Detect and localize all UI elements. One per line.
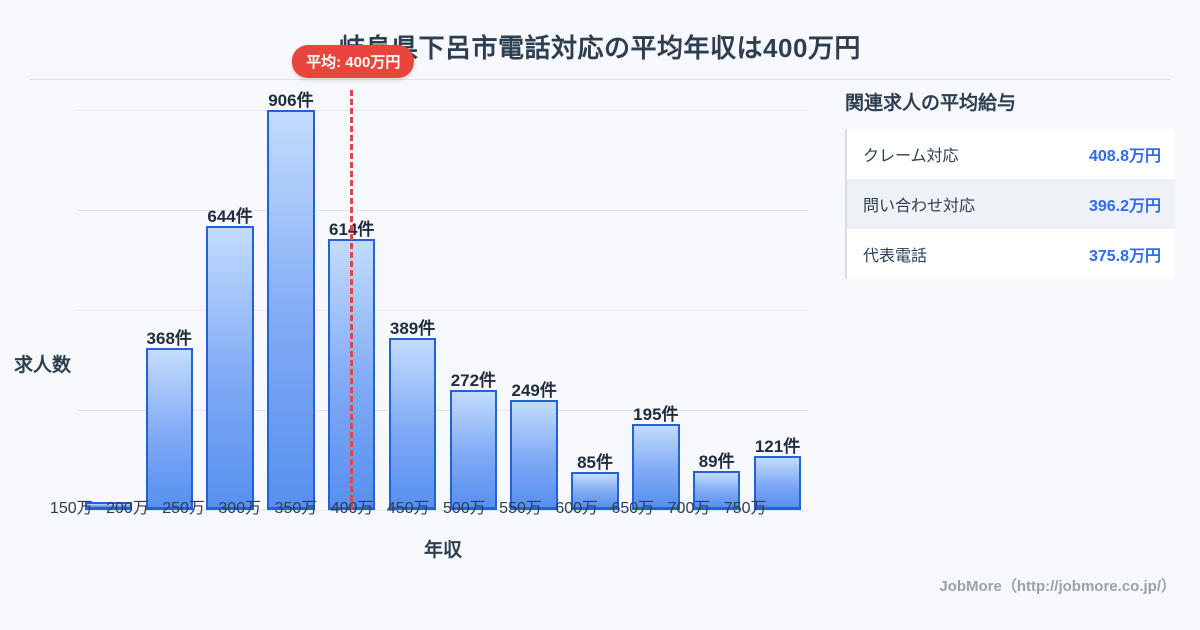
x-tick-7: 500万: [443, 494, 499, 518]
x-tick-10: 650万: [611, 494, 667, 518]
plot-area: 368件 644件 906件: [78, 110, 808, 510]
x-tick-12: 750万: [724, 494, 780, 518]
salary-label-0: クレーム対応: [863, 142, 959, 166]
bar-slot-7: 249件: [504, 110, 565, 510]
salary-row-2: 代表電話 375.8万円: [847, 229, 1175, 279]
bar-450[interactable]: 272件: [450, 390, 497, 510]
bar-value-400: 389件: [390, 314, 435, 339]
x-tick-5: 400万: [331, 494, 387, 518]
salary-panel-title: 関連求人の平均給与: [845, 88, 1175, 115]
bar-value-550: 85件: [577, 448, 613, 473]
average-badge: 平均: 400万円: [292, 45, 414, 78]
salary-label-2: 代表電話: [863, 242, 927, 266]
x-tick-0: 150万: [50, 494, 106, 518]
x-tick-9: 600万: [555, 494, 611, 518]
average-line: 平均: 400万円: [350, 90, 353, 510]
bar-value-450: 272件: [451, 366, 496, 391]
bar-200[interactable]: 368件: [146, 348, 193, 510]
bar-slot-9: 195件: [625, 110, 686, 510]
bar-slot-3: 906件: [260, 110, 321, 510]
x-tick-6: 450万: [387, 494, 443, 518]
chart-page: 岐阜県下呂市電話対応の平均年収は400万円 求人数: [0, 0, 1200, 630]
bar-slot-1: 368件: [139, 110, 200, 510]
salary-panel: 関連求人の平均給与 クレーム対応 408.8万円 問い合わせ対応 396.2万円…: [845, 88, 1175, 279]
bar-slot-10: 89件: [686, 110, 747, 510]
bar-slot-0: [78, 110, 139, 510]
branding-text[interactable]: JobMore（http://jobmore.co.jp/）: [939, 575, 1176, 596]
bar-250[interactable]: 644件: [206, 226, 253, 510]
salary-label-1: 問い合わせ対応: [863, 192, 975, 216]
bar-slot-8: 85件: [565, 110, 626, 510]
chart-content: 求人数 368件: [0, 80, 1200, 610]
bar-slot-2: 644件: [200, 110, 261, 510]
chart-title: 岐阜県下呂市電話対応の平均年収は400万円: [0, 0, 1200, 79]
bar-value-500: 249件: [512, 376, 557, 401]
bar-value-700: 121件: [755, 432, 800, 457]
bar-slot-4: 614件 平均: 400万円: [321, 110, 382, 510]
salary-value-1: 396.2万円: [1089, 192, 1175, 216]
bar-slot-6: 272件: [443, 110, 504, 510]
salary-row-1: 問い合わせ対応 396.2万円: [847, 179, 1175, 229]
bar-value-250: 644件: [207, 202, 252, 227]
salary-value-0: 408.8万円: [1089, 142, 1175, 166]
x-axis-ticks: 150万 200万 250万 300万 350万 400万 450万 500万 …: [78, 494, 808, 518]
x-tick-4: 350万: [275, 494, 331, 518]
x-tick-3: 300万: [218, 494, 274, 518]
bar-value-300: 906件: [268, 86, 313, 111]
x-tick-8: 550万: [499, 494, 555, 518]
bar-slot-5: 389件: [382, 110, 443, 510]
bar-slot-11: 121件: [747, 110, 808, 510]
x-tick-1: 200万: [106, 494, 162, 518]
histogram-chart: 求人数 368件: [0, 80, 825, 610]
x-axis-title: 年収: [78, 535, 808, 562]
bar-400[interactable]: 389件: [389, 338, 436, 510]
bar-value-600: 195件: [633, 400, 678, 425]
bars-row: 368件 644件 906件: [78, 110, 808, 510]
bar-300[interactable]: 906件: [267, 110, 314, 510]
y-axis-label: 求人数: [14, 350, 71, 377]
x-tick-2: 250万: [162, 494, 218, 518]
bar-value-650: 89件: [699, 447, 735, 472]
salary-row-0: クレーム対応 408.8万円: [847, 129, 1175, 179]
x-tick-11: 700万: [668, 494, 724, 518]
bar-value-200: 368件: [147, 324, 192, 349]
salary-table: クレーム対応 408.8万円 問い合わせ対応 396.2万円 代表電話 375.…: [845, 129, 1175, 279]
salary-value-2: 375.8万円: [1089, 242, 1175, 266]
